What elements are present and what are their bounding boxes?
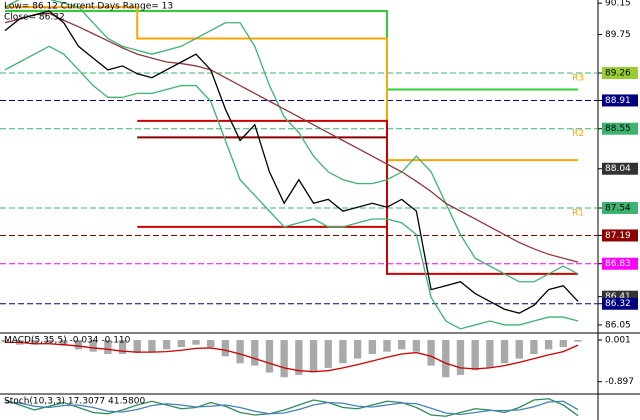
histogram-bar — [427, 340, 435, 366]
histogram-bar — [104, 340, 112, 354]
series-line — [137, 119, 578, 275]
histogram-bar — [89, 340, 97, 352]
tick-box — [602, 201, 638, 214]
y-tick-label: 90.15 — [605, 0, 631, 9]
histogram-bar — [398, 340, 406, 350]
series-line — [4, 12, 579, 263]
histogram-bar — [192, 340, 200, 345]
tick-box — [602, 318, 638, 331]
histogram-bar — [515, 340, 523, 359]
tick-box — [602, 0, 638, 10]
histogram-bar — [162, 340, 171, 350]
tick-box — [602, 66, 638, 79]
histogram-bar — [295, 340, 303, 375]
y-tick-label: 88.91 — [605, 96, 631, 106]
tick-box — [602, 122, 638, 135]
y-tick-label: 86.83 — [605, 259, 631, 269]
histogram-bar — [442, 340, 450, 378]
panel-title: Stoch(10,3,3) 17.3077 41.5800 — [4, 397, 145, 407]
histogram-bar — [118, 340, 127, 354]
series-line — [5, 9, 578, 91]
y-tick-label: 89.75 — [605, 30, 631, 40]
histogram-bar — [353, 340, 362, 359]
tick-box — [602, 28, 638, 41]
tick-box — [602, 162, 638, 175]
tick-box — [602, 229, 638, 242]
tick-box — [602, 333, 638, 346]
histogram-bar — [471, 340, 479, 371]
histogram-bar — [74, 340, 83, 350]
level-label: R2 — [572, 129, 584, 139]
tick-box — [602, 257, 638, 270]
histogram-bar — [559, 340, 567, 348]
y-tick-label: 86.05 — [605, 320, 631, 330]
series-line — [4, 398, 579, 417]
histogram-bar — [236, 340, 244, 364]
histogram-bar — [45, 340, 53, 344]
tick-box — [602, 297, 638, 310]
panel: 0.001 -0.897 MACD(5,35,5) -0.034 -0.110 — [1, 333, 638, 388]
tick-box — [602, 375, 638, 388]
histogram-bar — [324, 340, 332, 368]
histogram-bar — [544, 340, 553, 350]
histogram-bar — [574, 340, 582, 342]
panel: Stoch(10,3,3) 17.3077 41.5800 — [4, 397, 579, 417]
histogram-bar — [339, 340, 347, 364]
histogram-bar — [265, 340, 274, 373]
histogram-bar — [133, 340, 141, 354]
histogram-bar — [177, 340, 185, 348]
histogram-bar — [60, 340, 68, 346]
histogram-bar — [456, 340, 465, 375]
level-label: R1 — [572, 208, 584, 218]
y-tick-label: 89.26 — [605, 68, 631, 78]
panel-subtitle: Close= 86.32 — [4, 13, 65, 23]
series-line — [4, 0, 579, 283]
y-tick-label: 87.19 — [605, 231, 631, 241]
y-tick-label: 0.001 — [605, 335, 631, 345]
tick-box — [602, 94, 638, 107]
series-line — [4, 45, 579, 330]
y-tick-label: 88.04 — [605, 164, 631, 174]
histogram-bar — [368, 340, 376, 354]
histogram-bar — [148, 340, 156, 352]
series-line — [5, 6, 578, 162]
y-tick-label: 87.54 — [605, 203, 631, 213]
histogram-bar — [30, 340, 39, 345]
histogram-bar — [383, 340, 391, 352]
series-line — [4, 400, 579, 416]
histogram-bar — [1, 340, 9, 343]
histogram-bar — [221, 340, 230, 357]
series-line — [4, 10, 579, 314]
panel-title: MACD(5,35,5) -0.034 -0.110 — [4, 336, 131, 346]
histogram-bar — [251, 340, 259, 366]
series-line — [5, 341, 579, 373]
histogram-bar — [309, 340, 318, 373]
histogram-bar — [412, 340, 421, 352]
y-tick-label: 86.41 — [605, 292, 631, 302]
y-tick-label: -0.897 — [605, 377, 634, 387]
histogram-bar — [207, 340, 215, 348]
y-tick-label: 88.55 — [605, 124, 631, 134]
level-label: R3 — [572, 73, 584, 83]
histogram-bar — [500, 340, 509, 364]
panel: R3 R2 R1 90.15 89.75 89.26 88.91 88.55 88.04 87.5… — [0, 0, 638, 331]
histogram-bar — [486, 340, 494, 368]
y-tick-label: 86.32 — [605, 299, 631, 309]
histogram-bar — [530, 340, 538, 354]
histogram-bar — [280, 340, 288, 378]
panel-title: Low= 86.12 Current Days Range= 13 — [4, 2, 173, 12]
